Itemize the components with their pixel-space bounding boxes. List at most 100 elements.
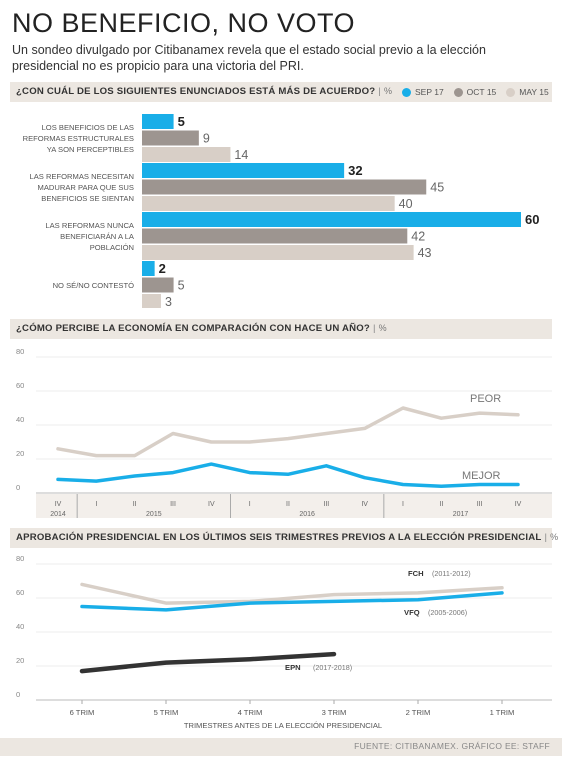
series-label-mejor: MEJOR [462, 470, 501, 482]
y-tick-label: 20 [16, 656, 24, 665]
y-tick-label: 0 [16, 483, 20, 492]
legend-dot-sep17 [402, 87, 411, 97]
category-label: BENEFICIARÁN A LA [60, 232, 135, 241]
bar [142, 163, 345, 178]
category-label: LAS REFORMAS NECESITAN [29, 172, 134, 181]
series-line [79, 651, 337, 674]
series-label: FCH [408, 569, 424, 578]
bar-value-label: 42 [411, 230, 425, 244]
x-tick-label: I [95, 501, 97, 508]
bar-value-label: 60 [525, 212, 539, 227]
bar [142, 147, 231, 162]
bar-value-label: 5 [178, 114, 185, 129]
category-label: LOS BENEFICIOS DE LAS [42, 123, 134, 132]
approval-question: APROBACIÓN PRESIDENCIAL EN LOS ÚLTIMOS S… [16, 532, 542, 543]
category-label: MADURAR PARA QUE SUS [38, 183, 135, 192]
x-tick-label: IV [361, 501, 368, 508]
x-axis-band [36, 494, 552, 518]
separator: | [544, 532, 548, 543]
legend-dot-may15 [506, 87, 516, 97]
bar [142, 130, 199, 146]
legend-dot-oct15 [453, 87, 463, 97]
x-tick-label: III [170, 501, 176, 508]
y-tick-label: 40 [16, 622, 24, 631]
bar [142, 179, 427, 195]
series-line [56, 406, 520, 458]
legend-item-may15: MAY 15 [506, 87, 549, 97]
x-tick-label: IV [515, 501, 522, 508]
x-tick-label: II [439, 501, 443, 508]
survey-question: ¿CON CUÁL DE LOS SIGUIENTES ENUNCIADOS E… [16, 86, 376, 97]
year-label: 2017 [453, 511, 469, 518]
separator: | [378, 86, 382, 97]
x-tick-label: 6 TRIM [70, 708, 95, 717]
x-tick-label: II [286, 501, 290, 508]
page-title: NO BENEFICIO, NO VOTO [12, 8, 356, 38]
bar-value-label: 32 [348, 163, 362, 178]
year-label: 2015 [146, 511, 162, 518]
x-tick-label: 5 TRIM [154, 708, 179, 717]
series-label: EPN [285, 663, 301, 672]
bar [142, 294, 161, 308]
x-tick-label: 4 TRIM [238, 708, 263, 717]
survey-section-header: ¿CON CUÁL DE LOS SIGUIENTES ENUNCIADOS E… [10, 82, 552, 102]
bar [142, 245, 414, 260]
footer: FUENTE: CITIBANAMEX. GRÁFICO EE: STAFF [0, 738, 562, 756]
legend-label-oct15: OCT 15 [466, 87, 497, 97]
series-line [80, 591, 504, 612]
bar-value-label: 45 [430, 181, 444, 195]
legend-label-sep17: SEP 17 [415, 87, 444, 97]
bar-value-label: 43 [418, 246, 432, 260]
series-period-label: (2005-2006) [428, 608, 467, 617]
x-tick-label: 1 TRIM [490, 708, 515, 717]
y-tick-label: 40 [16, 415, 24, 424]
x-tick-label: II [133, 501, 137, 508]
series-period-label: (2011-2012) [432, 569, 471, 578]
series-period-label: (2017-2018) [313, 663, 352, 672]
category-label: YA SON PERCEPTIBLES [47, 145, 134, 154]
series-label-peor: PEOR [470, 393, 501, 405]
bar [142, 212, 521, 227]
approval-line-chart: 0 20 40 60 80 6 TRIM 5 TRIM 4 TRIM 3 TRIM 2 TRIM 1… [16, 554, 552, 730]
y-tick-label: 0 [16, 690, 20, 699]
x-tick-label: I [402, 501, 404, 508]
x-tick-label: 3 TRIM [322, 708, 347, 717]
survey-bar-chart: LOS BENEFICIOS DE LAS REFORMAS ESTRUCTURA… [23, 114, 539, 308]
economy-unit: % [378, 323, 387, 333]
y-tick-label: 60 [16, 588, 24, 597]
x-tick-label: IV [55, 501, 62, 508]
bar-value-label: 2 [159, 261, 166, 276]
separator: | [372, 323, 376, 334]
legend-label-may15: MAY 15 [519, 87, 549, 97]
approval-section-header: APROBACIÓN PRESIDENCIAL EN LOS ÚLTIMOS S… [10, 528, 558, 548]
economy-question: ¿CÓMO PERCIBE LA ECONOMÍA EN COMPARACIÓN… [16, 323, 370, 334]
bar-value-label: 5 [178, 279, 185, 293]
x-tick-label: I [249, 501, 251, 508]
bar-value-label: 3 [165, 295, 172, 308]
bar [142, 196, 395, 211]
bar [142, 277, 174, 293]
x-tick-label: III [477, 501, 483, 508]
category-label: NO SÉ/NO CONTESTÓ [53, 281, 135, 290]
y-tick-label: 80 [16, 347, 24, 356]
bar [142, 228, 408, 244]
x-tick-label: 2 TRIM [406, 708, 431, 717]
bar [142, 114, 174, 129]
series-line [56, 462, 520, 488]
economy-section-header: ¿CÓMO PERCIBE LA ECONOMÍA EN COMPARACIÓN… [10, 319, 552, 339]
x-tick-label: IV [208, 501, 215, 508]
y-tick-label: 20 [16, 449, 24, 458]
category-label: POBLACIÓN [90, 243, 134, 252]
page-subtitle: Un sondeo divulgado por Citibanamex reve… [12, 43, 486, 73]
x-axis-title: TRIMESTRES ANTES DE LA ELECCIÓN PRESIDEN… [184, 721, 382, 730]
y-tick-label: 60 [16, 381, 24, 390]
legend-item-oct15: OCT 15 [453, 87, 497, 97]
bar-value-label: 40 [399, 197, 413, 211]
bar [142, 261, 155, 276]
year-label: 2014 [50, 511, 66, 518]
bar-value-label: 14 [234, 148, 248, 162]
survey-legend: SEP 17 OCT 15 MAY 15 [402, 87, 559, 97]
series-label: VFQ [404, 608, 420, 617]
source-note: FUENTE: CITIBANAMEX. GRÁFICO EE: STAFF [354, 741, 550, 751]
legend-item-sep17: SEP 17 [402, 87, 444, 97]
